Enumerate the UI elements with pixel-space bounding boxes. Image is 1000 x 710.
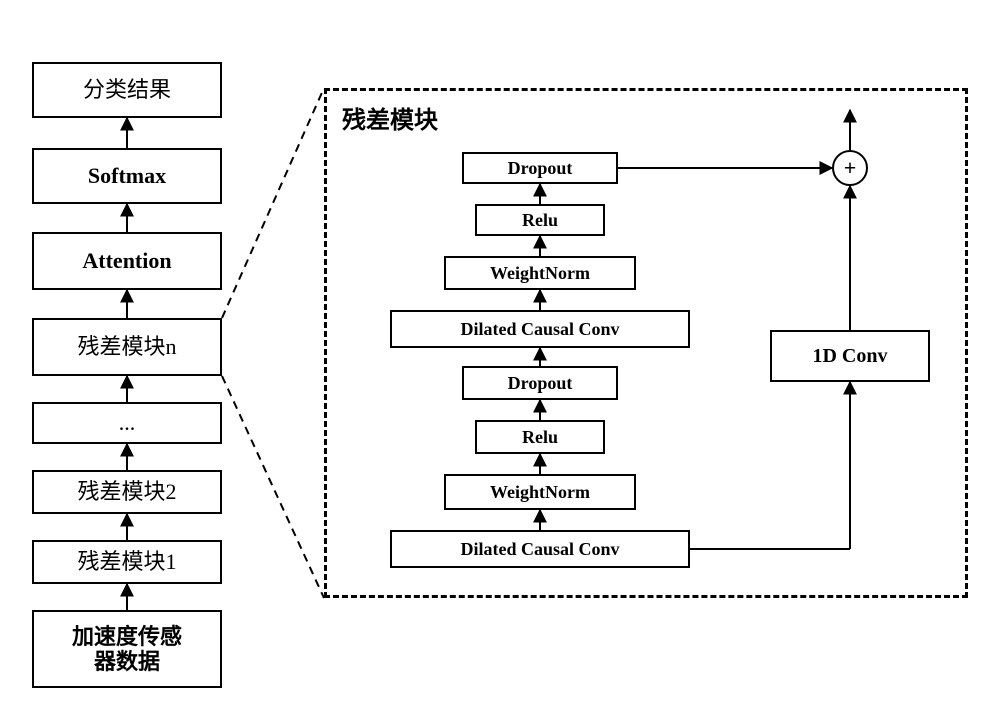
box-dcc1: Dilated Causal Conv (390, 530, 690, 568)
box-wn2: WeightNorm (444, 256, 636, 290)
box-attention: Attention (32, 232, 222, 290)
diagram-stage: 加速度传感器数据 残差模块1 残差模块2... 残差模块n Attention Softm… (0, 0, 1000, 710)
box-conv1d: 1D Conv (770, 330, 930, 382)
box-dcc2: Dilated Causal Conv (390, 310, 690, 348)
box-input: 加速度传感器数据 (32, 610, 222, 688)
box-output: 分类结果 (32, 62, 222, 118)
box-drop2: Dropout (462, 152, 618, 184)
box-drop1: Dropout (462, 366, 618, 400)
box-relu2: Relu (475, 204, 605, 236)
box-relu1: Relu (475, 420, 605, 454)
box-resN: 残差模块n (32, 318, 222, 376)
box-softmax: Softmax (32, 148, 222, 204)
box-wn1: WeightNorm (444, 474, 636, 510)
residual-module-title: 残差模块 (342, 100, 438, 135)
box-res2: 残差模块2 (32, 470, 222, 514)
box-dots: ... (32, 402, 222, 444)
box-res1: 残差模块1 (32, 540, 222, 584)
sum-node: + (832, 150, 868, 186)
